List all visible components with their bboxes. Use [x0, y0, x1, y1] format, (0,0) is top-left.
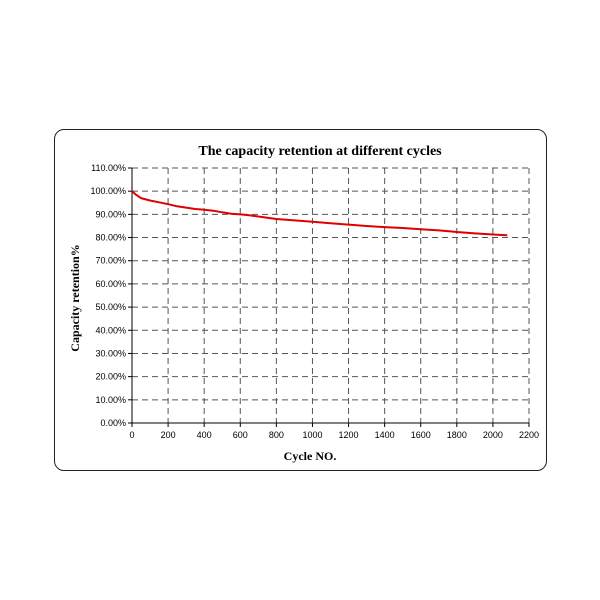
y-tick-label: 30.00% — [95, 348, 126, 358]
x-tick-label: 1000 — [302, 430, 322, 440]
y-tick-label: 110.00% — [91, 163, 126, 173]
x-tick-label: 1400 — [375, 430, 395, 440]
chart-title: The capacity retention at different cycl… — [198, 144, 442, 159]
x-tick-label: 800 — [269, 430, 284, 440]
x-tick-label: 400 — [197, 430, 212, 440]
y-axis-title: Capacity retention% — [68, 244, 82, 351]
y-tick-labels: 0.00% 10.00% 20.00% 30.00% 40.00% 50.00% 60.00… — [90, 163, 126, 428]
y-tick-label: 10.00% — [95, 395, 126, 405]
y-tick-label: 70.00% — [95, 256, 126, 266]
x-tick-label: 1800 — [447, 430, 467, 440]
y-tick-label: 90.00% — [95, 209, 126, 219]
y-tick-label: 80.00% — [95, 233, 126, 243]
x-tick-label: 200 — [161, 430, 176, 440]
chart-frame: The capacity retention at different cycl… — [54, 129, 547, 471]
y-tick-label: 50.00% — [95, 302, 126, 312]
y-tick-label: 60.00% — [95, 279, 126, 289]
axes-layer — [128, 167, 530, 427]
grid-layer — [132, 167, 530, 423]
y-tick-label: 0.00% — [100, 418, 126, 428]
x-tick-label: 600 — [233, 430, 248, 440]
x-tick-label: 2200 — [519, 430, 539, 440]
x-tick-label: 1600 — [411, 430, 431, 440]
x-axis-title: Cycle NO. — [284, 449, 337, 463]
series-layer — [131, 190, 508, 237]
x-tick-label: 2000 — [483, 430, 503, 440]
x-tick-labels: 0 200 400 600 800 1000 1200 1400 1600 1800 2000 220… — [129, 430, 539, 440]
series-line-0 — [131, 190, 508, 237]
y-tick-label: 40.00% — [95, 325, 126, 335]
x-tick-label: 1200 — [339, 430, 359, 440]
chart-svg: The capacity retention at different cycl… — [68, 144, 539, 463]
y-tick-label: 20.00% — [95, 372, 126, 382]
y-tick-label: 100.00% — [90, 186, 126, 196]
x-tick-label: 0 — [129, 430, 134, 440]
